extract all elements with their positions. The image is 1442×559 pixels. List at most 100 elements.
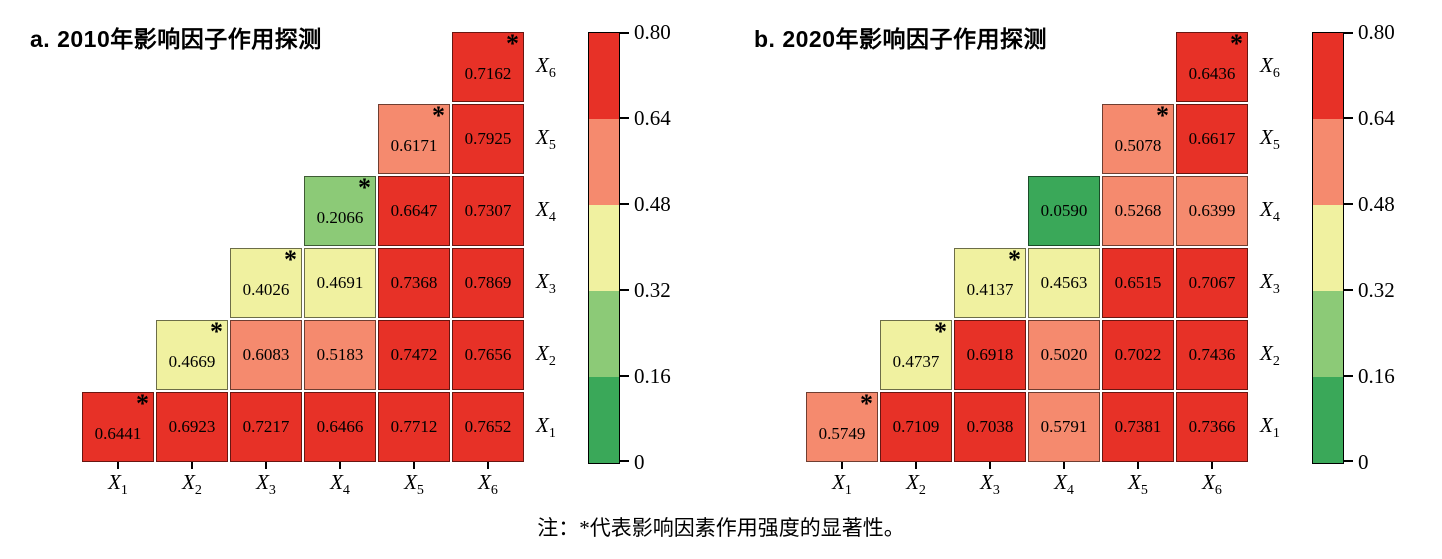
heatmap-2010: a. 2010年影响因子作用探测 0.7162 * 0.6171 * 0.7925 0.2…: [28, 18, 718, 518]
cell-value: 0.2066: [316, 208, 364, 227]
x-axis-tick: [191, 462, 193, 469]
heatmap-cell: 0.5749 *: [806, 391, 878, 462]
x-axis-label: X2: [906, 470, 926, 499]
heatmap-cell: 0.5020: [1028, 320, 1100, 390]
colorbar-tick: [1344, 117, 1353, 119]
heatmap-cell: 0.7869: [452, 248, 524, 318]
cell-value: 0.5020: [1040, 345, 1088, 364]
heatmap-cell: 0.6083: [230, 320, 302, 390]
heatmap-cell: 0.7368: [378, 248, 450, 318]
colorbar-2020: 0.80 0.64 0.48 0.32 0.16 0: [1312, 20, 1442, 474]
cell-value: 0.7436: [1188, 345, 1236, 364]
heatmap-cell: 0.7366: [1176, 392, 1248, 462]
y-axis-label: X5: [536, 125, 556, 154]
colorbar-band: [589, 291, 619, 377]
heatmap-cell: 0.4137 *: [954, 247, 1026, 318]
heatmap-cell: 0.7162 *: [452, 31, 524, 102]
cell-value: 0.0590: [1040, 201, 1088, 220]
y-axis-label: X5: [1260, 125, 1280, 154]
significance-star: *: [1230, 29, 1243, 58]
heatmap-cell: 0.7217: [230, 392, 302, 462]
colorbar-tick: [1344, 375, 1353, 377]
cell-value: 0.5078: [1114, 136, 1162, 155]
colorbar-tick: [620, 289, 629, 291]
heatmap-cell: 0.5791: [1028, 392, 1100, 462]
colorbar-tick-label: 0.16: [1358, 364, 1395, 388]
heatmap-cell: 0.7472: [378, 320, 450, 390]
cell-value: 0.4737: [892, 352, 940, 371]
cell-value: 0.7067: [1188, 273, 1236, 292]
colorbar-band: [1313, 33, 1343, 119]
y-axis-label: X3: [536, 269, 556, 298]
x-axis-tick: [117, 462, 119, 469]
colorbar-tick-label: 0.32: [634, 278, 671, 302]
chart-title-2010: a. 2010年影响因子作用探测: [30, 26, 322, 52]
x-axis-label: X3: [980, 470, 1000, 499]
colorbar-band: [1313, 377, 1343, 463]
y-axis-label: X1: [1260, 413, 1280, 442]
heatmap-cell: 0.7652: [452, 392, 524, 462]
heatmap-cell: 0.5078 *: [1102, 103, 1174, 174]
cell-value: 0.4563: [1040, 273, 1088, 292]
cell-value: 0.5268: [1114, 201, 1162, 220]
colorbar-tick: [1344, 289, 1353, 291]
heatmap-cell: 0.6466: [304, 392, 376, 462]
heatmap-cell: 0.7436: [1176, 320, 1248, 390]
cell-value: 0.6466: [316, 417, 364, 436]
cell-value: 0.6923: [168, 417, 216, 436]
colorbar-tick-label: 0.48: [634, 192, 671, 216]
cell-value: 0.7472: [390, 345, 438, 364]
significance-star: *: [934, 317, 947, 346]
cell-value: 0.7381: [1114, 417, 1162, 436]
cell-value: 0.7869: [464, 273, 512, 292]
heatmap-cell: 0.6436 *: [1176, 29, 1248, 102]
figure-note: 注：*代表影响因素作用强度的显著性。: [537, 516, 905, 540]
colorbar-2010: 0.80 0.64 0.48 0.32 0.16 0: [588, 20, 718, 474]
x-axis-label: X5: [1128, 470, 1148, 499]
colorbar-tick-label: 0: [634, 450, 645, 474]
cell-value: 0.6918: [966, 345, 1014, 364]
heatmap-cell: 0.6918: [954, 320, 1026, 390]
colorbar-tick-label: 0: [1358, 450, 1369, 474]
cell-value: 0.4691: [316, 273, 364, 292]
cell-value: 0.6083: [242, 345, 290, 364]
colorbar-tick-label: 0.32: [1358, 278, 1395, 302]
colorbar-band: [589, 205, 619, 291]
x-axis-label: X5: [404, 470, 424, 499]
colorbar-tick: [620, 32, 629, 34]
panel-2020: b. 2020年影响因子作用探测 0.6436 * 0.5078 * 0.6617 0.0…: [752, 18, 1442, 518]
cell-value: 0.7925: [464, 129, 512, 148]
x-axis-tick: [915, 462, 917, 469]
heatmap-cell: 0.7381: [1102, 392, 1174, 462]
significance-star: *: [284, 245, 297, 274]
heatmap-cell: 0.7067: [1176, 248, 1248, 318]
x-axis-label: X4: [1054, 470, 1074, 499]
significance-star: *: [136, 389, 149, 418]
cell-value: 0.5183: [316, 345, 364, 364]
y-axis-label: X1: [536, 413, 556, 442]
y-axis-label: X2: [1260, 341, 1280, 370]
cell-value: 0.7022: [1114, 345, 1162, 364]
colorbar-tick-label: 0.64: [634, 106, 671, 130]
cell-value: 0.6399: [1188, 201, 1236, 220]
panel-2010: a. 2010年影响因子作用探测 0.7162 * 0.6171 * 0.7925 0.2…: [28, 18, 718, 518]
y-axis-label: X3: [1260, 269, 1280, 298]
x-axis-tick: [339, 462, 341, 469]
x-axis-tick: [1211, 462, 1213, 469]
heatmap-cell: 0.6617: [1176, 104, 1248, 174]
cell-value: 0.5791: [1040, 417, 1088, 436]
heatmap-cell: 0.7656: [452, 320, 524, 390]
x-axis-label: X1: [108, 470, 128, 499]
x-axis-label: X6: [478, 470, 498, 499]
heatmap-cell: 0.7307: [452, 176, 524, 246]
heatmap-cell: 0.6515: [1102, 248, 1174, 318]
cell-value: 0.6171: [390, 136, 438, 155]
heatmap-cell: 0.7022: [1102, 320, 1174, 390]
cell-value: 0.7712: [390, 417, 438, 436]
colorbar-tick-label: 0.48: [1358, 192, 1395, 216]
colorbar-tick: [620, 460, 629, 462]
colorbar-band: [589, 33, 619, 119]
cell-value: 0.7366: [1188, 417, 1236, 436]
heatmap-cell: 0.2066 *: [304, 175, 376, 246]
colorbar-tick: [620, 203, 629, 205]
